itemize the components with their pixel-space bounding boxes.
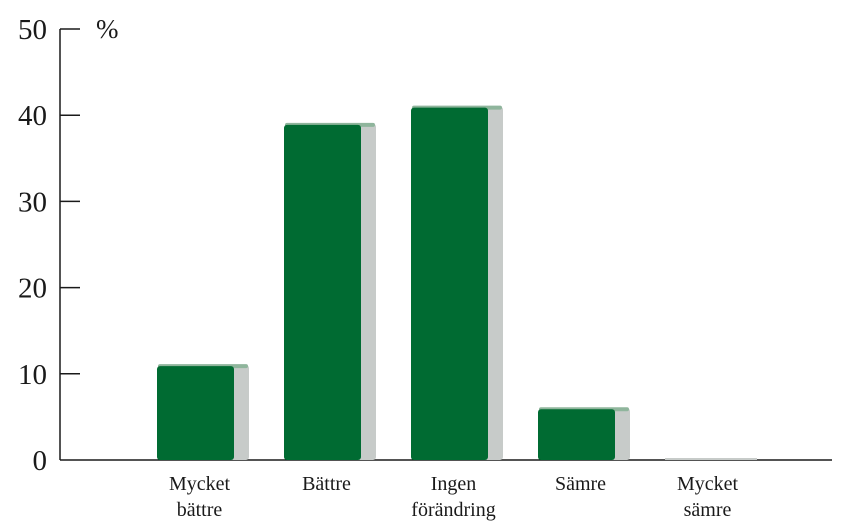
bar-front — [538, 409, 615, 460]
category-label: Sämre — [555, 473, 606, 495]
bar — [411, 105, 503, 460]
y-tick-label: 30 — [18, 186, 47, 218]
y-tick-label: 20 — [18, 273, 47, 305]
bar — [538, 407, 630, 460]
category-label: Mycket sämre — [677, 473, 739, 521]
category-label: Mycket bättre — [169, 473, 231, 521]
y-tick-label: 40 — [18, 100, 47, 132]
category-label-line: Ingen — [431, 473, 477, 495]
bar-zero — [665, 458, 757, 460]
y-tick-label: 10 — [18, 359, 47, 391]
category-label: Bättre — [302, 473, 351, 495]
bar — [157, 364, 249, 460]
bars — [157, 105, 757, 460]
category-label-line: Mycket — [677, 473, 739, 495]
category-label: Ingen förändring — [411, 473, 495, 521]
category-label-line: bättre — [177, 499, 223, 521]
bar-front — [411, 107, 488, 460]
bar — [284, 122, 376, 460]
y-axis: 0 10 20 30 40 50 — [18, 14, 80, 477]
bar — [665, 458, 757, 460]
category-label-line: Mycket — [169, 473, 231, 495]
y-tick-label: 50 — [18, 14, 47, 46]
category-label-line: Sämre — [555, 473, 606, 495]
bar-front — [284, 124, 361, 460]
category-label-line: förändring — [411, 499, 495, 521]
y-axis-unit-label: % — [96, 14, 119, 44]
bar-front — [157, 366, 234, 460]
y-tick-label: 0 — [33, 445, 48, 477]
category-labels: Mycket bättre Bättre Ingen förändring Sämre My… — [169, 473, 739, 521]
category-label-line: sämre — [684, 499, 732, 521]
category-label-line: Bättre — [302, 473, 351, 495]
